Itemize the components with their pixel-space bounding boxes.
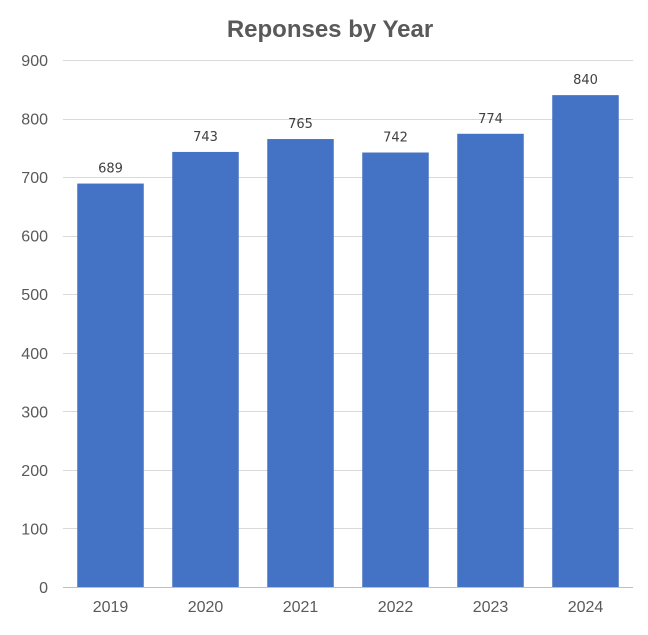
y-tick-label: 200 xyxy=(21,463,48,480)
data-label: 840 xyxy=(573,73,598,88)
chart-title: Reponses by Year xyxy=(227,16,433,43)
y-tick-label: 400 xyxy=(21,346,48,363)
x-tick-label: 2022 xyxy=(378,599,414,616)
gridlines xyxy=(63,60,633,529)
y-tick-label: 100 xyxy=(21,521,48,538)
y-axis-ticks: 0 100 200 300 400 500 600 700 800 900 xyxy=(21,53,48,597)
y-tick-label: 900 xyxy=(21,53,48,70)
bar xyxy=(267,139,334,588)
bar xyxy=(362,152,429,588)
data-label: 774 xyxy=(478,112,503,127)
x-tick-label: 2019 xyxy=(93,599,129,616)
x-tick-label: 2021 xyxy=(283,599,319,616)
y-tick-label: 500 xyxy=(21,287,48,304)
bar xyxy=(77,183,144,587)
y-tick-label: 800 xyxy=(21,112,48,129)
x-tick-label: 2023 xyxy=(473,599,509,616)
data-label: 765 xyxy=(288,117,313,132)
x-tick-label: 2020 xyxy=(188,599,224,616)
bar xyxy=(172,151,239,587)
data-label: 742 xyxy=(383,131,408,146)
y-tick-label: 300 xyxy=(21,404,48,421)
bar xyxy=(457,133,524,587)
bar xyxy=(552,95,619,587)
x-tick-label: 2024 xyxy=(568,599,604,616)
y-tick-label: 600 xyxy=(21,229,48,246)
data-label: 743 xyxy=(193,130,218,145)
bars xyxy=(77,95,619,588)
data-label: 689 xyxy=(98,162,123,177)
y-tick-label: 700 xyxy=(21,170,48,187)
x-axis-ticks: 2019 2020 2021 2022 2023 2024 xyxy=(93,599,604,616)
data-labels: 689 743 765 742 774 840 xyxy=(98,73,598,176)
y-tick-label: 0 xyxy=(39,580,48,597)
